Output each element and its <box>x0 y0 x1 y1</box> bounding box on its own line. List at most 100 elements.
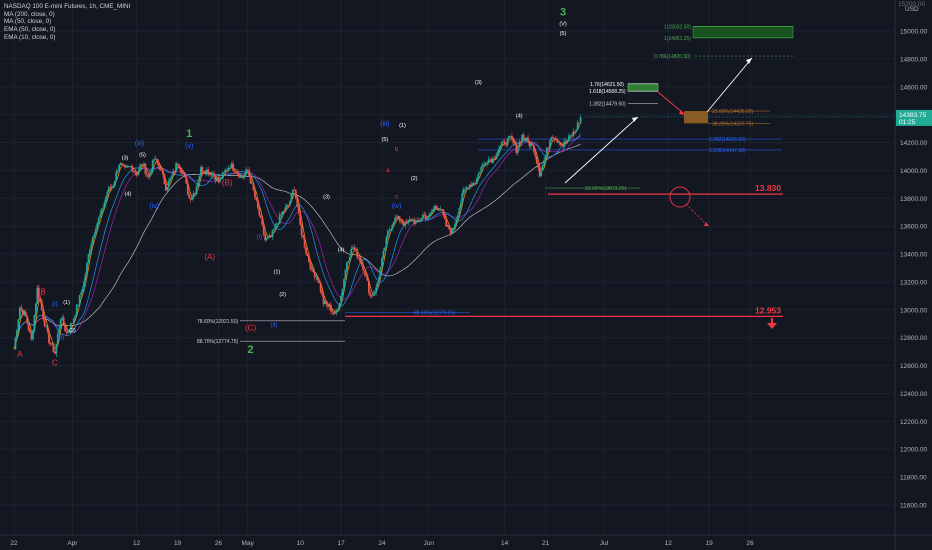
fib-label: 23.60%(13873.25) <box>585 186 626 192</box>
candle-body <box>560 144 563 146</box>
x-tick-label: 17 <box>337 540 345 547</box>
candle-body <box>424 215 427 220</box>
candle-body <box>233 170 236 173</box>
candle-body <box>163 174 166 184</box>
fib-label: 88.70%(12774.75) <box>197 339 238 345</box>
candle-body <box>392 221 395 225</box>
time-axis[interactable]: 22 Apr 12 19 26 May 10 17 24 Jun 14 21 Jul 12 19 26 <box>0 534 932 547</box>
candle-body <box>356 249 359 258</box>
candle-body <box>427 215 430 218</box>
candle-body <box>219 177 221 182</box>
candle-body <box>365 273 367 276</box>
candle-body <box>46 325 49 332</box>
candle-body <box>508 135 510 139</box>
candle-body <box>172 170 175 177</box>
wave-label: 1 <box>186 128 192 140</box>
candle-body <box>113 180 116 186</box>
candle-body <box>420 218 423 221</box>
candle-body <box>440 208 443 210</box>
candle-body <box>413 219 416 224</box>
candle-body <box>58 327 61 334</box>
candle-body <box>175 163 177 172</box>
candle-body <box>316 276 319 280</box>
symbol-title[interactable]: NASDAQ 100 E-mini Futures, 1h, CME_MINI <box>4 3 131 10</box>
candle-body <box>347 260 350 263</box>
candle-body <box>93 234 96 237</box>
y-tick-label: 13400.00 <box>900 252 927 259</box>
candle-body <box>220 177 223 179</box>
candle-body <box>207 169 210 174</box>
fib-label: 1.76(14621.50) <box>590 82 624 88</box>
x-tick-label: 19 <box>705 540 713 547</box>
candle-body <box>21 309 24 315</box>
candle-body <box>81 289 84 293</box>
x-tick-label: 26 <box>746 540 754 547</box>
candle-body <box>512 139 515 144</box>
candle-body <box>480 167 483 174</box>
candle-body <box>296 197 299 207</box>
candle-body <box>36 287 39 304</box>
candle-body <box>327 304 329 307</box>
chart-legend: NASDAQ 100 E-mini Futures, 1h, CME_MINI … <box>4 3 130 42</box>
candle-body <box>137 171 140 176</box>
x-tick-label: 22 <box>10 540 18 547</box>
candle-body <box>389 229 392 231</box>
candle-body <box>299 212 302 226</box>
candle-body <box>289 201 291 206</box>
indicator-ema10[interactable]: EMA (10, close, 0) <box>4 33 56 41</box>
candle-body <box>55 343 58 354</box>
candle-body <box>173 170 176 172</box>
wave-label: (v) <box>185 143 193 150</box>
candle-body <box>462 189 465 194</box>
candle-body <box>322 294 325 305</box>
candle-body <box>26 316 29 324</box>
candle-body <box>237 173 240 178</box>
indicator-ma200[interactable]: MA (200, close, 0) <box>4 10 55 18</box>
wave-label: a <box>386 168 390 174</box>
candle-body <box>100 209 103 215</box>
candle-body <box>51 343 53 345</box>
x-tick-label: Jul <box>600 540 609 547</box>
candle-body <box>573 131 576 133</box>
x-tick-label: 21 <box>542 540 550 547</box>
candle-body <box>254 190 256 198</box>
indicator-ma50[interactable]: MA (50, close, 0) <box>4 18 52 26</box>
candle-body <box>331 311 334 313</box>
candle-body <box>97 217 100 224</box>
candle-body <box>366 275 369 281</box>
countdown-label: 01:25 <box>899 119 916 126</box>
candle-body <box>410 219 413 221</box>
candle-body <box>313 272 316 278</box>
candle-body <box>183 172 186 178</box>
price-axis[interactable]: 11600.00 11800.00 12000.00 12200.00 12400.00… <box>580 0 932 550</box>
candle-body <box>549 140 551 149</box>
wave-label: C <box>52 359 58 368</box>
candle-body <box>476 177 478 184</box>
candle-body <box>578 122 581 124</box>
wave-label: (iv) <box>392 203 402 210</box>
wave-label: (iv) <box>149 203 159 210</box>
wave-label: (3) <box>475 80 482 86</box>
candle-body <box>162 170 164 175</box>
candle-body <box>500 142 503 146</box>
candle-body <box>481 164 484 168</box>
candle-body <box>156 158 159 163</box>
candle-body <box>521 134 524 143</box>
candle-body <box>445 218 448 227</box>
candle-body <box>140 164 142 168</box>
fib-label: 78.60%(12921.50) <box>197 319 238 325</box>
candle-body <box>556 139 559 143</box>
candle-body <box>284 207 287 212</box>
x-tick-label: 19 <box>174 540 182 547</box>
candle-body <box>411 219 414 221</box>
fib-levels: 1(15032.50) 1(14951.25) 0.786(14820.50) 1.7… <box>197 24 793 345</box>
candle-body <box>438 210 440 212</box>
candle-body <box>386 231 389 238</box>
y-tick-label: 13200.00 <box>900 279 927 286</box>
ma200-line <box>13 143 581 349</box>
indicator-ema50[interactable]: EMA (50, close, 0) <box>4 26 56 34</box>
candle-body <box>186 183 189 195</box>
candle-body <box>243 173 246 177</box>
candle-body <box>86 262 88 274</box>
